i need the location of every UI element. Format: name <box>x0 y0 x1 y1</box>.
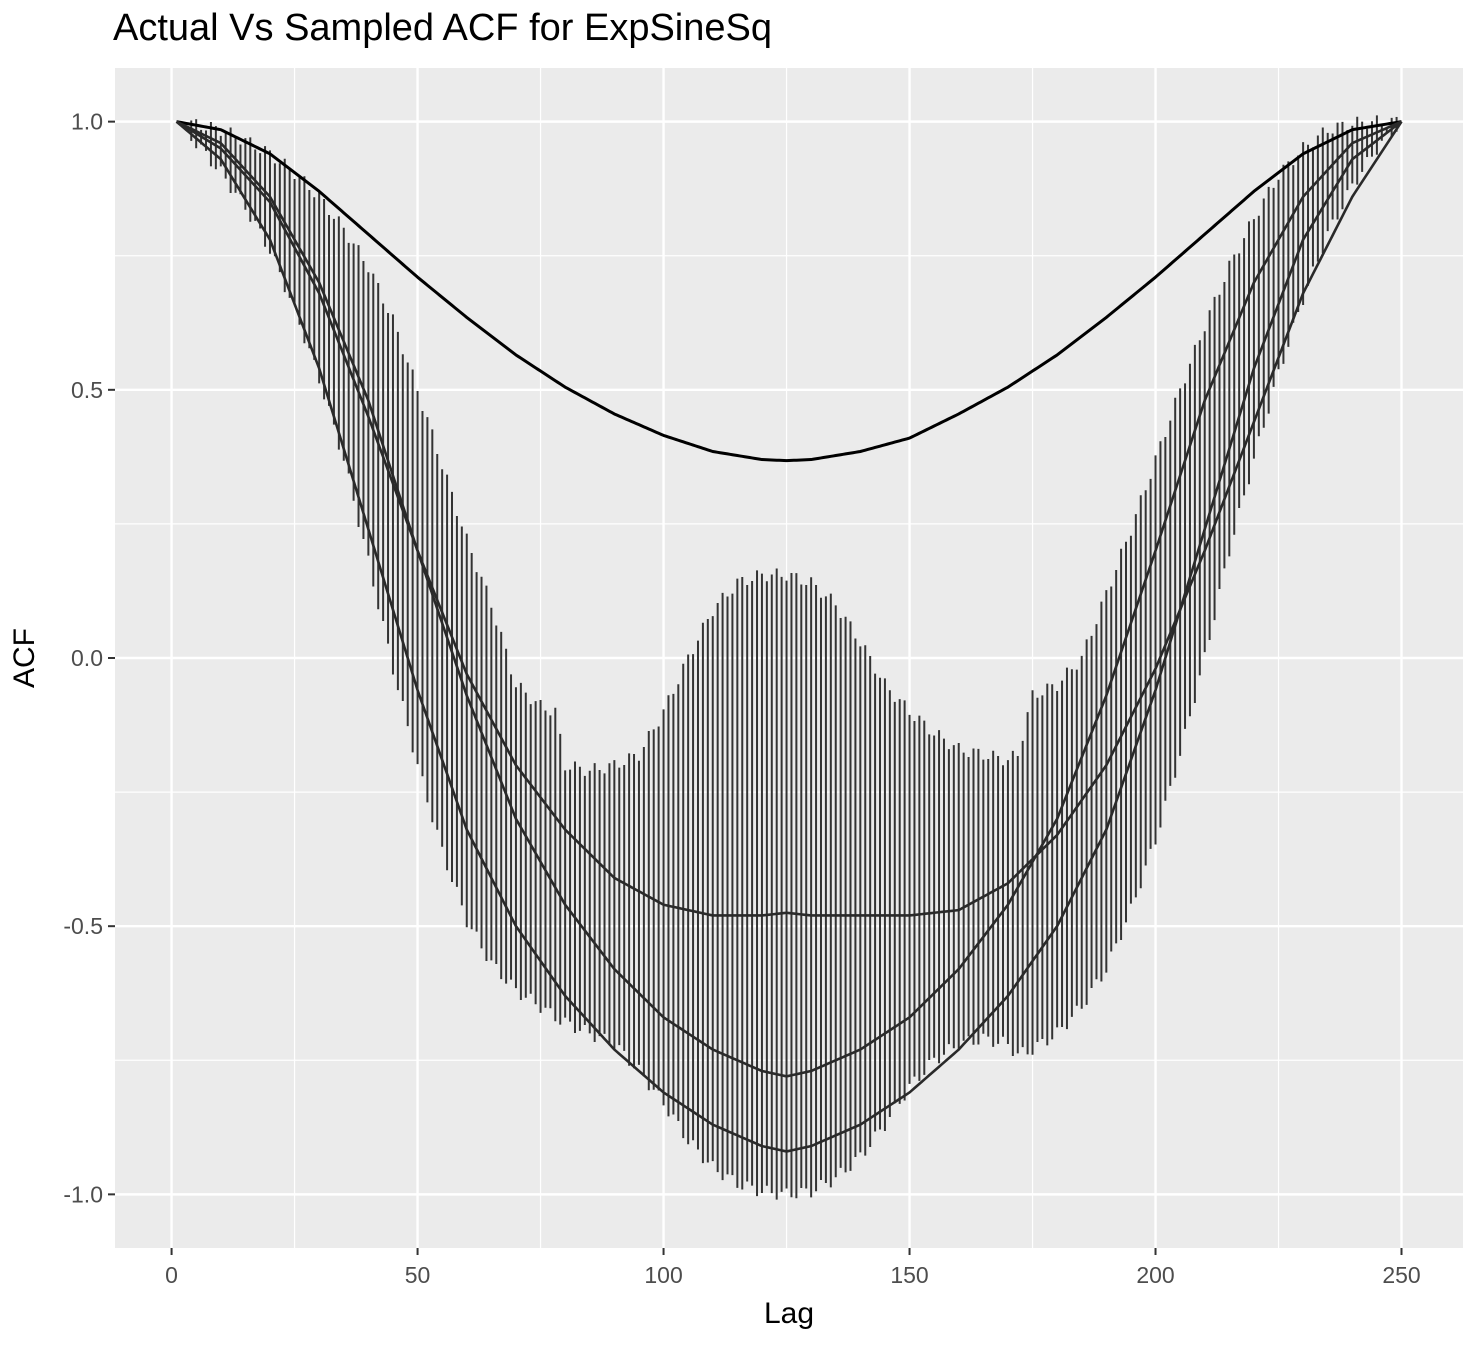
y-tick-label: -1.0 <box>63 1181 103 1207</box>
sampled-acf-line <box>175 120 1403 1153</box>
x-tick-label: 100 <box>644 1262 682 1288</box>
actual-acf-line <box>176 120 1402 463</box>
y-tick-label: 0.0 <box>71 645 103 671</box>
marks-layer <box>175 115 1403 1200</box>
axis-layer: 0 50 100 150 200 250 -1.0 -0.5 0.0 0.5 1.0 <box>63 109 1420 1288</box>
x-tick-label: 0 <box>165 1262 178 1288</box>
y-tick-label: 1.0 <box>71 109 103 135</box>
x-tick-label: 200 <box>1136 1262 1174 1288</box>
y-axis-title: ACF <box>8 628 41 688</box>
y-tick-label: -0.5 <box>63 913 103 939</box>
x-tick-label: 150 <box>890 1262 928 1288</box>
x-axis-title: Lag <box>764 1297 814 1330</box>
sampled-acf-line <box>175 120 1403 917</box>
sampled-acf-line <box>175 120 1403 1078</box>
chart-title: Actual Vs Sampled ACF for ExpSineSq <box>113 7 772 49</box>
x-tick-label: 50 <box>405 1262 431 1288</box>
y-tick-label: 0.5 <box>71 377 103 403</box>
x-tick-label: 250 <box>1382 1262 1420 1288</box>
